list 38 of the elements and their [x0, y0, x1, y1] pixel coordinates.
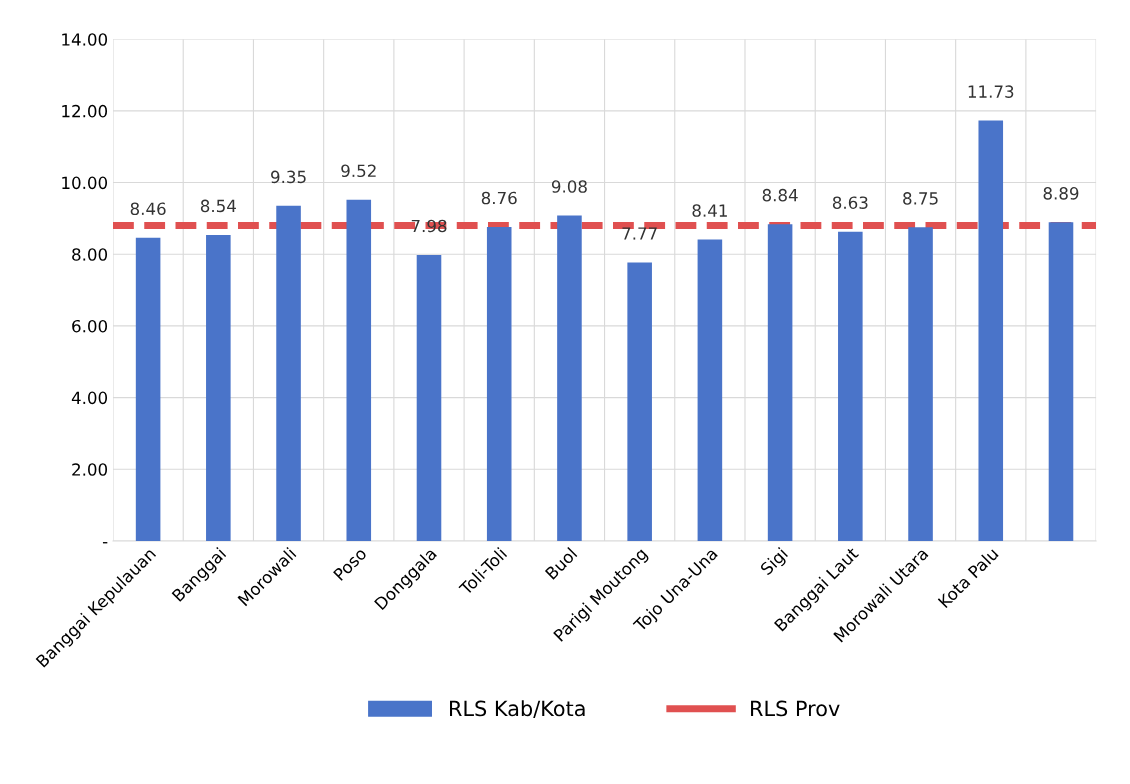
bar — [135, 237, 161, 541]
x-tick-label: Sigi — [759, 546, 791, 578]
y-tick-label: 6.00 — [72, 319, 108, 333]
bar — [697, 239, 723, 541]
legend-label: RLS Kab/Kota — [450, 700, 585, 718]
y-tick-label: 2.00 — [72, 463, 108, 476]
text: 8.76 — [481, 191, 517, 205]
bar — [1048, 222, 1074, 541]
text: 11.73 — [968, 85, 1014, 98]
bar — [557, 215, 582, 541]
y-tick-label: 8.00 — [72, 248, 108, 261]
y-tick-label: 4.00 — [71, 391, 108, 405]
text: 8.84 — [762, 188, 798, 202]
text: 9.35 — [271, 170, 306, 184]
bar — [627, 262, 652, 541]
y-tick-label: - — [102, 542, 108, 544]
bar — [346, 199, 372, 541]
bar — [276, 205, 301, 541]
text: 8.54 — [200, 199, 236, 213]
bar — [206, 234, 231, 541]
text: 9.08 — [551, 180, 587, 193]
bar — [978, 120, 1004, 541]
text: 8.63 — [832, 196, 868, 209]
y-tick-label: 14.00 — [62, 33, 108, 46]
text: 8.75 — [903, 192, 938, 205]
y-tick-label: 10.00 — [62, 176, 108, 190]
bar — [838, 231, 863, 541]
bar — [486, 227, 512, 541]
legend-label: RLS Prov — [751, 700, 840, 717]
bar — [416, 254, 442, 541]
bar — [767, 224, 793, 541]
text: 8.46 — [130, 202, 166, 216]
text: 9.52 — [341, 164, 376, 178]
y-tick-label: 12.00 — [62, 104, 108, 118]
text: 7.77 — [622, 227, 657, 240]
bar — [908, 227, 933, 541]
text: 8.89 — [1043, 187, 1079, 200]
text: 8.41 — [692, 204, 727, 217]
